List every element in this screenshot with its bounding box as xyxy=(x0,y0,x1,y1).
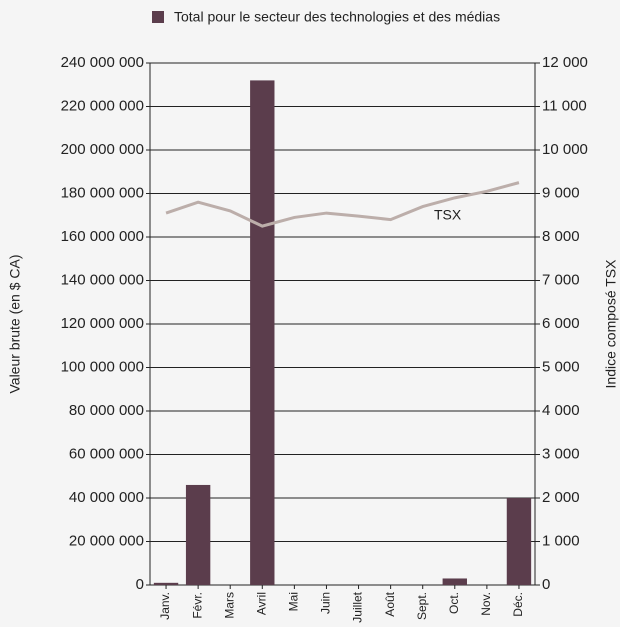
y-tick-label: 220 000 000 xyxy=(61,97,144,114)
x-tick-label: Déc. xyxy=(511,592,525,617)
y2-tick-label: 4 000 xyxy=(542,402,580,419)
y2-tick-label: 8 000 xyxy=(542,228,580,245)
y-tick-label: 200 000 000 xyxy=(61,141,144,158)
annotation: TSX xyxy=(434,207,462,223)
bar xyxy=(506,498,532,585)
x-tick-label: Mars xyxy=(222,592,236,619)
y2-tick-label: 1 000 xyxy=(542,532,580,549)
y-axis-label: Valeur brute (en $ CA) xyxy=(7,254,23,393)
y-tick-label: 160 000 000 xyxy=(61,228,144,245)
y-tick-label: 180 000 000 xyxy=(61,184,144,201)
bar xyxy=(442,578,467,585)
x-tick-label: Mai xyxy=(287,592,301,611)
y2-tick-label: 7 000 xyxy=(542,271,580,288)
y2-tick-label: 9 000 xyxy=(542,184,580,201)
y2-tick-label: 3 000 xyxy=(542,445,580,462)
y2-tick-label: 5 000 xyxy=(542,358,580,375)
x-tick-label: Oct. xyxy=(447,592,461,614)
x-tick-label: Janv. xyxy=(158,592,172,620)
y-tick-label: 20 000 000 xyxy=(69,532,144,549)
y-tick-label: 100 000 000 xyxy=(61,358,144,375)
y-tick-label: 80 000 000 xyxy=(69,402,144,419)
y2-tick-label: 6 000 xyxy=(542,315,580,332)
bar xyxy=(185,484,211,585)
y-tick-label: 40 000 000 xyxy=(69,489,144,506)
x-tick-label: Juin xyxy=(319,592,333,614)
legend-label: Total pour le secteur des technologies e… xyxy=(174,9,500,25)
y-tick-label: 0 xyxy=(136,576,144,593)
bar xyxy=(153,582,179,585)
x-tick-label: Sept. xyxy=(415,592,429,620)
y2-axis-label: Indice composé TSX xyxy=(603,259,619,389)
y2-tick-label: 12 000 xyxy=(542,54,588,71)
y2-tick-label: 11 000 xyxy=(542,97,587,114)
y-tick-label: 240 000 000 xyxy=(61,54,144,71)
bar xyxy=(250,80,275,586)
x-tick-label: Juillet xyxy=(351,591,365,622)
x-tick-label: Août xyxy=(383,591,397,616)
x-tick-label: Févr. xyxy=(190,592,204,619)
line xyxy=(165,181,520,228)
y-tick-label: 60 000 000 xyxy=(69,445,144,462)
legend-swatch xyxy=(152,11,164,23)
y-tick-label: 140 000 000 xyxy=(61,271,144,288)
y-tick-label: 120 000 000 xyxy=(61,315,144,332)
x-tick-label: Avril xyxy=(254,592,268,615)
y2-tick-label: 2 000 xyxy=(542,489,580,506)
x-tick-label: Nov. xyxy=(479,592,493,616)
y2-tick-label: 0 xyxy=(542,576,550,593)
y2-tick-label: 10 000 xyxy=(542,141,588,158)
